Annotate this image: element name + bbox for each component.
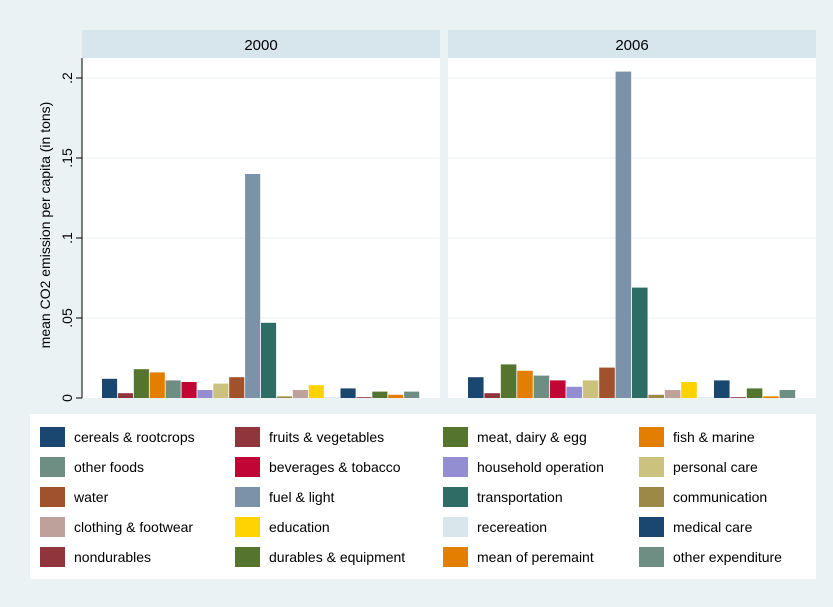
bar-0-8: [229, 377, 245, 398]
y-axis-label: mean CO2 emission per capita (in tons): [37, 102, 53, 349]
legend-swatch: [40, 517, 65, 537]
legend-swatch: [443, 487, 468, 507]
bar-0-4: [165, 380, 181, 398]
bar-0-17: [372, 391, 388, 398]
bar-1-7: [582, 380, 599, 398]
bar-0-11: [276, 396, 293, 398]
bar-1-12: [664, 390, 681, 398]
legend-swatch: [639, 457, 664, 477]
bar-1-8: [599, 367, 615, 398]
panels-layer: 2000 2006: [82, 30, 816, 398]
y-tick-label: .2: [59, 72, 75, 84]
legend-swatch: [443, 517, 468, 537]
legend-label: fuel & light: [269, 489, 334, 505]
bar-0-12: [292, 390, 308, 398]
legend-label: durables & equipment: [269, 549, 405, 565]
legend-label: fish & marine: [673, 429, 755, 445]
legend-swatch: [235, 487, 260, 507]
legend-swatch: [639, 427, 664, 447]
legend-swatch: [443, 427, 468, 447]
panel-header: [448, 30, 816, 58]
bar-1-11: [648, 394, 664, 398]
bar-1-17: [746, 388, 763, 398]
bar-0-1: [117, 393, 134, 398]
legend-label: water: [73, 489, 109, 505]
legend-label: household operation: [477, 459, 604, 475]
legend-swatch: [40, 547, 65, 567]
bar-1-5: [550, 380, 566, 398]
y-tick-label: .05: [59, 308, 75, 328]
legend-swatch: [235, 457, 260, 477]
legend-swatch: [443, 547, 468, 567]
panel-title: 2006: [615, 37, 648, 54]
bar-1-18: [763, 396, 779, 398]
bar-1-16: [730, 397, 746, 398]
legend-label: mean of peremaint: [477, 549, 594, 565]
bar-0-10: [261, 322, 277, 398]
legend-label: other foods: [74, 459, 144, 475]
bar-0-13: [308, 385, 324, 398]
legend-box: [30, 414, 816, 579]
legend-label: clothing & footwear: [74, 519, 193, 535]
bar-0-15: [340, 388, 356, 398]
legend-swatch: [235, 427, 260, 447]
bar-1-19: [779, 390, 796, 398]
legend-swatch: [235, 547, 260, 567]
legend-label: personal care: [673, 459, 758, 475]
legend-label: medical care: [673, 519, 753, 535]
bar-0-18: [388, 394, 404, 398]
bar-1-6: [566, 386, 582, 398]
legend-swatch: [40, 487, 65, 507]
bar-0-14: [324, 397, 340, 398]
legend-label: other expenditure: [673, 549, 782, 565]
bar-1-3: [517, 370, 533, 398]
bar-1-4: [533, 375, 550, 398]
panel-2006: 2006: [448, 30, 816, 398]
bar-0-3: [149, 372, 165, 398]
bar-1-13: [681, 382, 697, 398]
panel-title: 2000: [244, 37, 277, 54]
bar-1-10: [632, 287, 648, 398]
bar-0-7: [213, 383, 229, 398]
bar-0-9: [245, 174, 261, 398]
bar-1-9: [615, 71, 632, 398]
legend-label: communication: [673, 489, 767, 505]
y-tick-label: .1: [59, 232, 75, 244]
bar-1-2: [500, 364, 517, 398]
panel-header: [82, 30, 440, 58]
legend-label: meat, dairy & egg: [477, 429, 587, 445]
bar-0-16: [356, 397, 372, 398]
y-tick-label: .15: [59, 148, 75, 168]
bar-1-0: [468, 377, 484, 398]
bar-0-0: [102, 378, 118, 398]
legend-label: fruits & vegetables: [269, 429, 384, 445]
y-ticks: 0 .05 .1 .15 .2: [59, 58, 83, 402]
legend-swatch: [639, 547, 664, 567]
bar-0-5: [181, 382, 197, 398]
y-tick-label: 0: [59, 394, 75, 402]
legend-label: education: [269, 519, 330, 535]
legend-label: transportation: [477, 489, 563, 505]
bar-1-1: [484, 393, 500, 398]
legend-swatch: [443, 457, 468, 477]
legend-label: cereals & rootcrops: [74, 429, 195, 445]
bar-0-2: [133, 369, 149, 398]
legend: cereals & rootcrops fruits & vegetables me…: [30, 414, 816, 579]
legend-swatch: [639, 487, 664, 507]
bar-0-19: [404, 391, 420, 398]
legend-swatch: [639, 517, 664, 537]
legend-swatch: [235, 517, 260, 537]
bar-0-6: [197, 390, 213, 398]
panel-2000: 2000: [82, 30, 440, 398]
legend-label: beverages & tobacco: [269, 459, 401, 475]
legend-label: nondurables: [74, 549, 151, 565]
bar-1-14: [697, 397, 714, 398]
legend-swatch: [40, 427, 65, 447]
legend-swatch: [40, 457, 65, 477]
bar-1-15: [714, 380, 730, 398]
legend-label: recereation: [477, 519, 547, 535]
